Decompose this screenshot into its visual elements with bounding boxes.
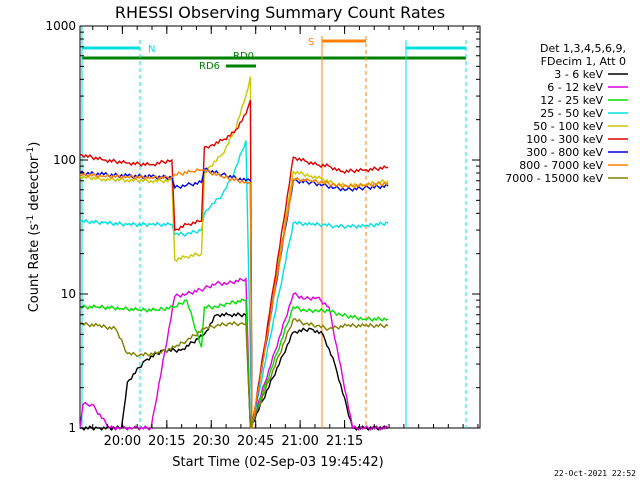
series-line-0 [80,311,389,431]
y-tick-label-1: 10 [61,287,76,301]
x-tick-label-2: 20:30 [193,434,230,449]
series-layer [79,76,389,431]
y-tick-label-2: 100 [53,153,76,167]
legend-label-8: 7000 - 15000 keV [505,172,603,185]
s-label: S [308,37,314,48]
series-line-7 [79,168,389,429]
n-label: N [148,44,155,55]
y-axis-label: Count Rate (s-1 detector-1) [26,142,42,313]
legend-label-3: 25 - 50 keV [540,107,603,120]
legend-header-line-1: Det 1,3,4,5,6,9, [540,42,626,55]
y-axis: 1 10 100 1000 [45,19,480,435]
chart-title: RHESSI Observing Summary Count Rates [115,3,445,22]
legend-label-6: 300 - 800 keV [526,146,603,159]
series-line-3 [79,140,389,429]
x-tick-label-5: 21:15 [326,434,363,449]
legend-label-1: 6 - 12 keV [547,81,603,94]
y-tick-label-3: 1000 [45,19,76,33]
timestamp: 22-Oct-2021 22:52 [554,469,636,478]
series-line-1 [79,276,389,431]
x-tick-label-3: 20:45 [237,434,274,449]
rd0-label: RD0 [233,51,254,62]
series-line-5 [79,99,389,429]
legend-label-2: 12 - 25 keV [540,94,603,107]
legend-label-0: 3 - 6 keV [554,68,603,81]
legend-label-4: 50 - 100 keV [533,120,603,133]
x-tick-label-0: 20:00 [104,434,141,449]
annotation-bars: N RD0 RD6 S [82,37,466,72]
series-line-8 [79,318,389,429]
legend: Det 1,3,4,5,6,9, FDecim 1, Att 0 3 - 6 k… [505,42,628,185]
series-line-2 [79,298,389,429]
x-axis: 20:00 20:15 20:30 20:45 21:00 21:15 [92,26,479,449]
x-tick-label-4: 21:00 [281,434,318,449]
rd6-label: RD6 [199,61,220,72]
legend-label-7: 800 - 7000 keV [519,159,603,172]
x-tick-label-1: 20:15 [148,434,185,449]
legend-label-5: 100 - 300 keV [526,133,603,146]
legend-header-line-2: FDecim 1, Att 0 [541,55,626,68]
y-tick-label-0: 1 [68,421,76,435]
plot-frame [79,25,481,429]
x-axis-label: Start Time (02-Sep-03 19:45:42) [172,455,383,470]
vertical-markers [81,26,467,428]
